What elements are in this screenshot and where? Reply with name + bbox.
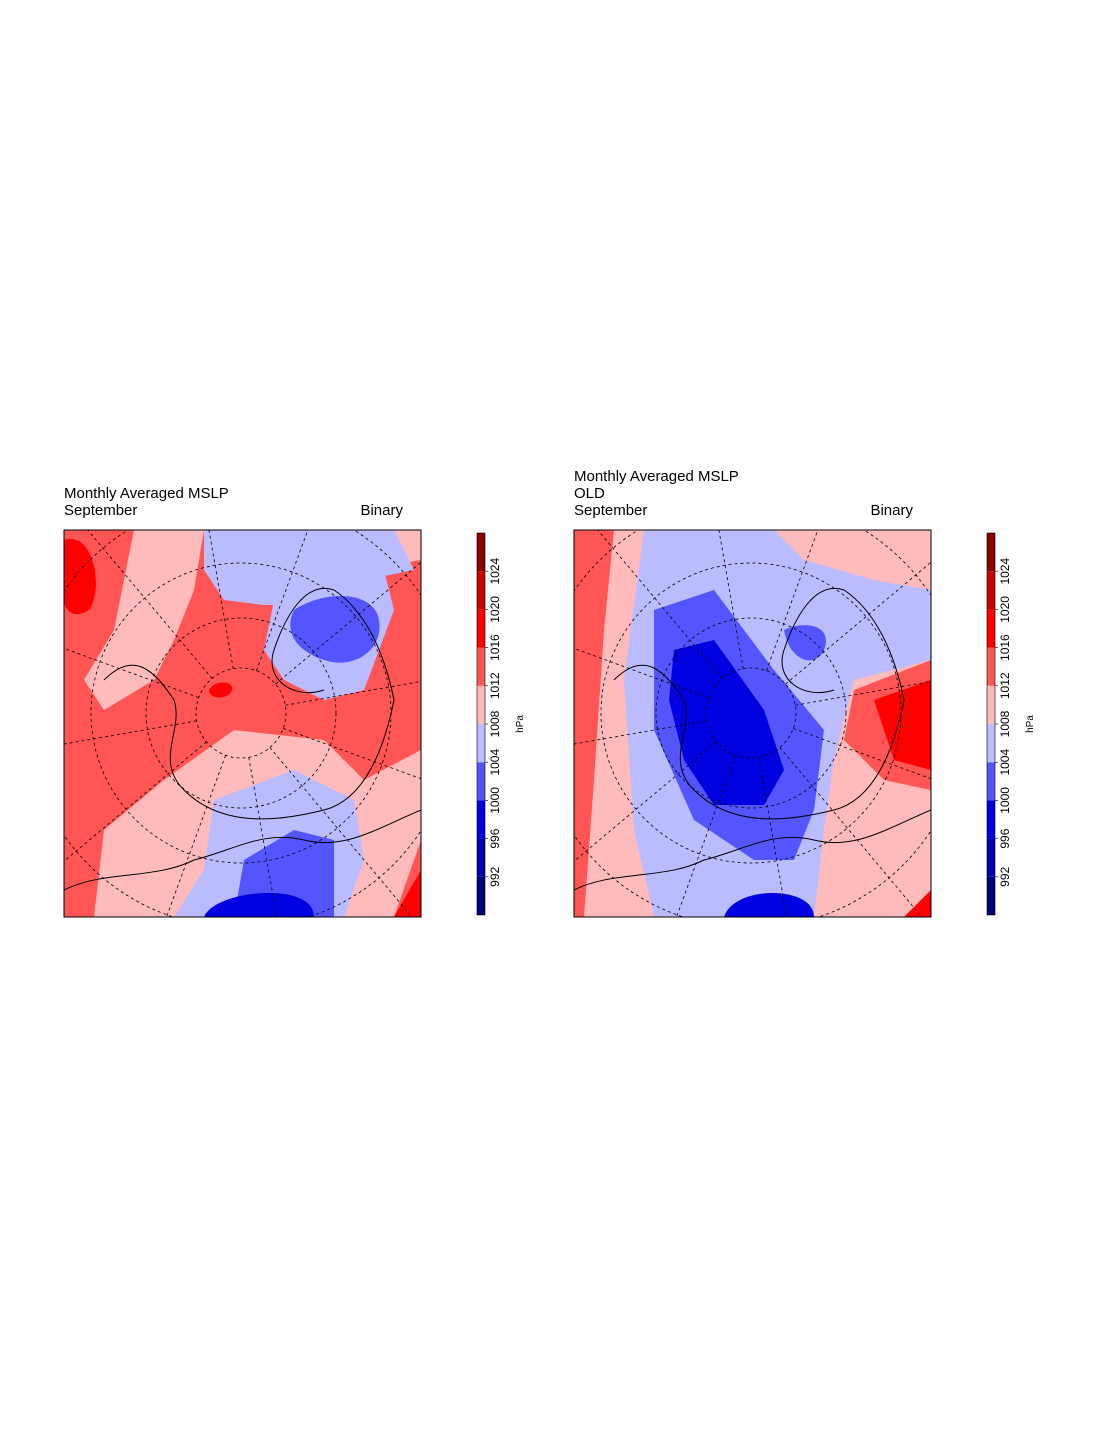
map xyxy=(574,530,931,917)
colorbar-label: hPa xyxy=(1025,715,1036,733)
colorbar-tick-label: 1016 xyxy=(488,634,502,661)
coastline xyxy=(613,587,905,820)
colorbar-tick-label: 1016 xyxy=(998,634,1012,661)
pressure-region xyxy=(784,625,826,661)
pressure-region xyxy=(209,682,233,698)
panel-title: September xyxy=(574,502,647,519)
latitude-line xyxy=(600,562,902,864)
colorbar-tick-label: 1008 xyxy=(998,710,1012,737)
panel-title: Monthly Averaged MSLP xyxy=(574,468,739,485)
colorbar-box xyxy=(987,876,995,915)
latitude-line xyxy=(90,562,392,864)
pressure-region xyxy=(724,893,814,917)
pressure-region xyxy=(904,890,931,917)
coastline xyxy=(574,809,931,891)
colorbar-box xyxy=(987,724,995,763)
pressure-region xyxy=(204,530,414,605)
colorbar-box xyxy=(987,762,995,801)
colorbar-box xyxy=(477,685,485,724)
right-label: Binary xyxy=(870,502,913,519)
right-label: Binary xyxy=(360,502,403,519)
colorbar-box xyxy=(477,800,485,839)
colorbar-box xyxy=(987,533,995,572)
latitude-line xyxy=(145,617,337,809)
pressure-region xyxy=(64,538,96,615)
colorbar-box xyxy=(477,724,485,763)
colorbar-box xyxy=(987,609,995,648)
colorbar-box xyxy=(477,533,485,572)
colorbar-tick-label: 1012 xyxy=(998,672,1012,699)
map-frame xyxy=(573,529,932,918)
colorbar-tick-label: 1024 xyxy=(998,558,1012,585)
panel-title: OLD xyxy=(574,485,605,502)
colorbar-box xyxy=(477,838,485,877)
pressure-region xyxy=(84,530,204,710)
colorbar-label: hPa xyxy=(515,715,526,733)
pressure-region xyxy=(874,680,931,770)
colorbar-box xyxy=(477,876,485,915)
colorbar-tick-label: 996 xyxy=(488,828,502,848)
latitude-line xyxy=(655,617,847,809)
pressure-region xyxy=(394,870,421,917)
colorbar-box xyxy=(477,609,485,648)
coastline xyxy=(64,809,421,891)
colorbar-box xyxy=(987,685,995,724)
colorbar-tick-label: 996 xyxy=(998,828,1012,848)
colorbar-box xyxy=(987,647,995,686)
colorbar-box xyxy=(987,571,995,610)
colorbar-box xyxy=(477,571,485,610)
colorbar-tick-label: 1004 xyxy=(998,749,1012,776)
latitude-line xyxy=(195,667,287,759)
colorbar-tick-label: 1012 xyxy=(488,672,502,699)
colorbar-tick-label: 992 xyxy=(488,866,502,886)
panel-title: Monthly Averaged MSLP xyxy=(64,485,229,502)
colorbar-tick-label: 1020 xyxy=(488,596,502,623)
colorbar-tick-label: 992 xyxy=(998,866,1012,886)
map-frame xyxy=(63,529,422,918)
pressure-region xyxy=(669,640,784,805)
colorbar-box xyxy=(477,762,485,801)
colorbar-tick-label: 1024 xyxy=(488,558,502,585)
map xyxy=(64,530,421,917)
pressure-region xyxy=(204,892,314,917)
latitude-line xyxy=(705,667,797,759)
coastline xyxy=(103,587,395,820)
colorbar-tick-label: 1000 xyxy=(488,787,502,814)
colorbar-box xyxy=(477,647,485,686)
panel-title: September xyxy=(64,502,137,519)
pressure-region xyxy=(290,596,380,663)
colorbar-tick-label: 1004 xyxy=(488,749,502,776)
colorbar-tick-label: 1020 xyxy=(998,596,1012,623)
colorbar-box xyxy=(987,838,995,877)
colorbar-tick-label: 1008 xyxy=(488,710,502,737)
colorbar-tick-label: 1000 xyxy=(998,787,1012,814)
colorbar-box xyxy=(987,800,995,839)
